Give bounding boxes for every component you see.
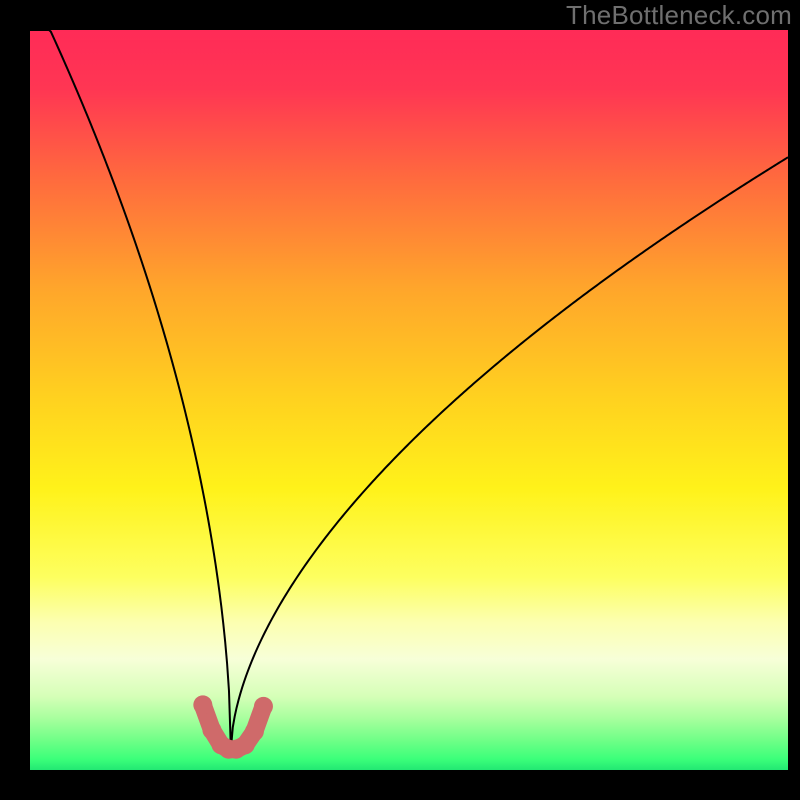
gradient-background [30, 30, 788, 770]
trough-dot [245, 722, 264, 741]
trough-dot [254, 697, 273, 716]
trough-dot [193, 695, 212, 714]
chart-stage: TheBottleneck.com [0, 0, 800, 800]
watermark-text: TheBottleneck.com [566, 0, 792, 31]
bottleneck-curve-chart [0, 0, 800, 800]
